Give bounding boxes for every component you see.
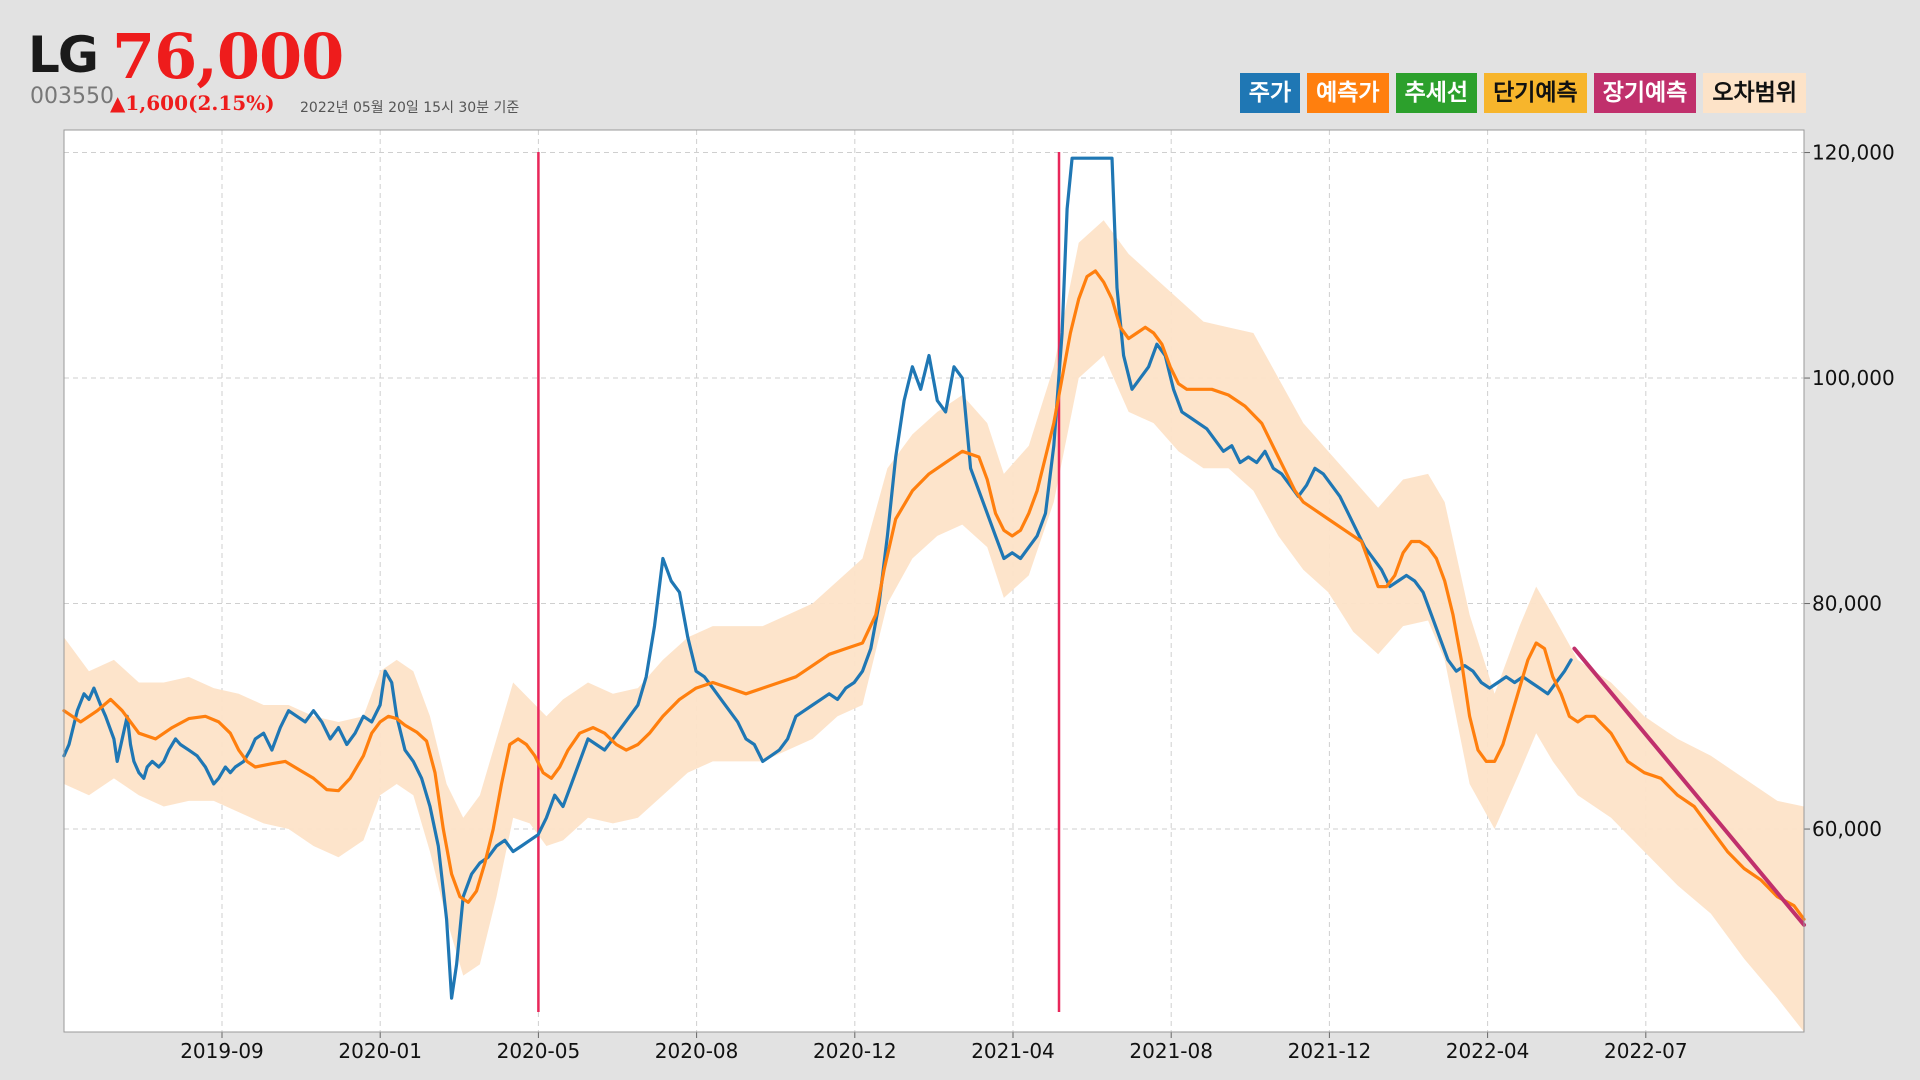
legend-item-prediction[interactable]: 예측가: [1307, 73, 1389, 113]
long-term-forecast-line: [1572, 646, 1806, 927]
x-tick-label: 2020-05: [497, 1039, 581, 1063]
x-tick-label: 2022-04: [1446, 1039, 1530, 1063]
timestamp: 2022년 05월 20일 15시 30분 기준: [300, 100, 520, 116]
x-tick-label: 2021-04: [971, 1039, 1055, 1063]
prediction-line: [62, 269, 1806, 921]
x-tick-label: 2021-12: [1288, 1039, 1372, 1063]
plot-frame: [63, 129, 1805, 1033]
error-band: [64, 220, 1804, 1032]
stock-price: 76,000: [112, 20, 344, 93]
legend-item-error-range[interactable]: 오차범위: [1703, 73, 1806, 113]
price-change: ▲1,600(2.15%): [110, 91, 275, 115]
y-tick-label: 100,000: [1812, 366, 1895, 390]
x-tick-label: 2020-08: [655, 1039, 739, 1063]
price-line: [62, 156, 1573, 1000]
x-tick-label: 2020-12: [813, 1039, 897, 1063]
x-tick-label: 2021-08: [1129, 1039, 1213, 1063]
stock-code: 003550: [30, 84, 114, 109]
y-tick-label: 60,000: [1812, 817, 1882, 841]
legend-item-price[interactable]: 주가: [1239, 73, 1301, 113]
x-tick-label: 2019-09: [180, 1039, 264, 1063]
plot-area: [63, 129, 1805, 1033]
x-tick-label: 2022-07: [1604, 1039, 1688, 1063]
legend-item-long-term[interactable]: 장기예측: [1593, 73, 1697, 113]
legend-item-short-term[interactable]: 단기예측: [1484, 73, 1587, 113]
y-tick-label: 80,000: [1812, 592, 1882, 616]
x-tick-label: 2020-01: [338, 1039, 422, 1063]
stock-name: LG: [28, 26, 99, 84]
chart-legend: 주가 예측가 추세선 단기예측 장기예측 오차범위: [1239, 73, 1806, 113]
y-tick-label: 120,000: [1812, 141, 1895, 165]
legend-item-trendline[interactable]: 추세선: [1395, 73, 1478, 113]
